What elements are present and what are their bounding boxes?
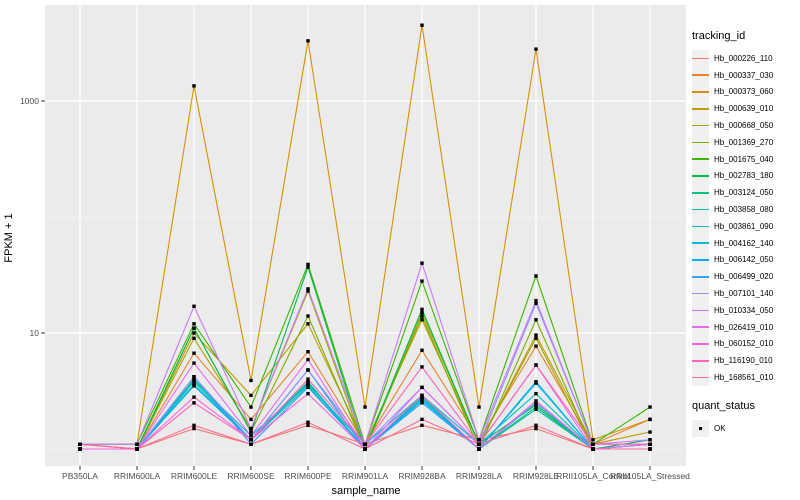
legend-item: Hb_003858_080 xyxy=(692,201,800,219)
legend-item: Hb_002783_180 xyxy=(692,167,800,185)
quant-status-item: OK xyxy=(692,419,800,437)
legend-color-line-icon xyxy=(692,217,709,235)
legend-item: Hb_116190_010 xyxy=(692,352,800,370)
legend-item: Hb_010334_050 xyxy=(692,301,800,319)
x-axis-title: sample_name xyxy=(331,485,400,497)
legend-item-label: Hb_116190_010 xyxy=(714,356,773,366)
legend-item: Hb_004162_140 xyxy=(692,234,800,252)
legend-item-label: Hb_000639_010 xyxy=(714,104,774,114)
legend-color-line-icon xyxy=(692,318,709,336)
legend-color-line-icon xyxy=(692,285,709,303)
legend-item-label: Hb_000668_050 xyxy=(714,121,774,131)
legend-color-line-icon xyxy=(692,49,709,67)
legend-item: Hb_026419_010 xyxy=(692,318,800,336)
black-square-point-icon xyxy=(692,419,709,437)
legend-item-label: Hb_007101_140 xyxy=(714,289,774,299)
axis-tick-labels: 1000 10 PB350LA RRIM600LA RRIM600LE RRIM600SE… xyxy=(20,96,690,481)
legend-item-label: Hb_006499_020 xyxy=(714,272,774,282)
x-tick-label: RRIM901LA xyxy=(342,471,389,481)
x-tick-label: RRIM600LA xyxy=(114,471,161,481)
x-tick-label: RRIM600LE xyxy=(171,471,218,481)
quant-status-items: OK xyxy=(692,419,800,437)
legend-item-label: Hb_004162_140 xyxy=(714,238,774,248)
legend-item: Hb_000226_110 xyxy=(692,49,800,67)
legend-item: Hb_001675_040 xyxy=(692,150,800,168)
legend-items: Hb_000226_110 Hb_000337_030 Hb_000373_060 H… xyxy=(692,49,800,387)
axis-tick-marks xyxy=(41,100,651,470)
quant-status-label: OK xyxy=(714,423,726,433)
legend-item: Hb_168561_010 xyxy=(692,369,800,387)
legend-color-line-icon xyxy=(692,66,709,84)
major-gridlines xyxy=(45,5,686,466)
x-tick-label: RRIM928LE xyxy=(513,471,560,481)
legend-item: Hb_003124_050 xyxy=(692,184,800,202)
legend-color-line-icon xyxy=(692,301,709,319)
legend-color-line-icon xyxy=(692,352,709,370)
legend-color-line-icon xyxy=(692,100,709,118)
x-tick-label: RRIM928BA xyxy=(398,471,446,481)
legend-color-line-icon xyxy=(692,268,709,286)
legend-item-label: Hb_168561_010 xyxy=(714,373,774,383)
legend-item: Hb_007101_140 xyxy=(692,285,800,303)
y-axis-title: FPKM + 1 xyxy=(3,213,15,262)
x-tick-label: PB350LA xyxy=(62,471,98,481)
legend-color-line-icon xyxy=(692,335,709,353)
y-tick-label: 1000 xyxy=(20,96,39,106)
legend-item-label: Hb_002783_180 xyxy=(714,171,774,181)
legend-item-label: Hb_000373_060 xyxy=(714,87,774,97)
legend-item-label: Hb_000226_110 xyxy=(714,53,773,63)
legend-item: Hb_001369_270 xyxy=(692,133,800,151)
legend-color-line-icon xyxy=(692,251,709,269)
x-tick-label: RRII105LA_Control xyxy=(556,471,630,481)
legend-item-label: Hb_006142_050 xyxy=(714,255,774,265)
legend: tracking_id Hb_000226_110 Hb_000337_030 Hb… xyxy=(692,30,800,437)
legend-item: Hb_000668_050 xyxy=(692,117,800,135)
legend-item: Hb_060152_010 xyxy=(692,335,800,353)
legend-color-line-icon xyxy=(692,83,709,101)
x-tick-label: RRIM600PE xyxy=(284,471,332,481)
legend-item: Hb_006142_050 xyxy=(692,251,800,269)
legend-color-line-icon xyxy=(692,117,709,135)
legend-item-label: Hb_060152_010 xyxy=(714,339,774,349)
legend-color-line-icon xyxy=(692,369,709,387)
legend-item: Hb_000373_060 xyxy=(692,83,800,101)
legend-item: Hb_000337_030 xyxy=(692,66,800,84)
legend-color-line-icon xyxy=(692,167,709,185)
x-tick-label: RRIM928LA xyxy=(456,471,503,481)
legend-title-tracking-id: tracking_id xyxy=(692,30,746,42)
legend-color-line-icon xyxy=(692,133,709,151)
legend-item-label: Hb_000337_030 xyxy=(714,70,774,80)
data-points xyxy=(78,23,652,451)
legend-color-line-icon xyxy=(692,184,709,202)
legend-item-label: Hb_010334_050 xyxy=(714,305,774,315)
legend-item-label: Hb_026419_010 xyxy=(714,322,774,332)
legend-item-label: Hb_003858_080 xyxy=(714,205,774,215)
legend-item: Hb_006499_020 xyxy=(692,268,800,286)
y-tick-label: 10 xyxy=(30,328,40,338)
x-tick-label: RRIM600SE xyxy=(227,471,275,481)
legend-color-line-icon xyxy=(692,201,709,219)
x-tick-label: RRII105LA_Stressed xyxy=(610,471,690,481)
legend-item: Hb_000639_010 xyxy=(692,100,800,118)
legend-item-label: Hb_003861_090 xyxy=(714,221,774,231)
legend-item-label: Hb_001675_040 xyxy=(714,154,774,164)
legend-item-label: Hb_001369_270 xyxy=(714,137,774,147)
legend-item: Hb_003861_090 xyxy=(692,217,800,235)
legend-item-label: Hb_003124_050 xyxy=(714,188,774,198)
legend-color-line-icon xyxy=(692,150,709,168)
legend-color-line-icon xyxy=(692,234,709,252)
legend-title-quant-status: quant_status xyxy=(692,399,755,412)
